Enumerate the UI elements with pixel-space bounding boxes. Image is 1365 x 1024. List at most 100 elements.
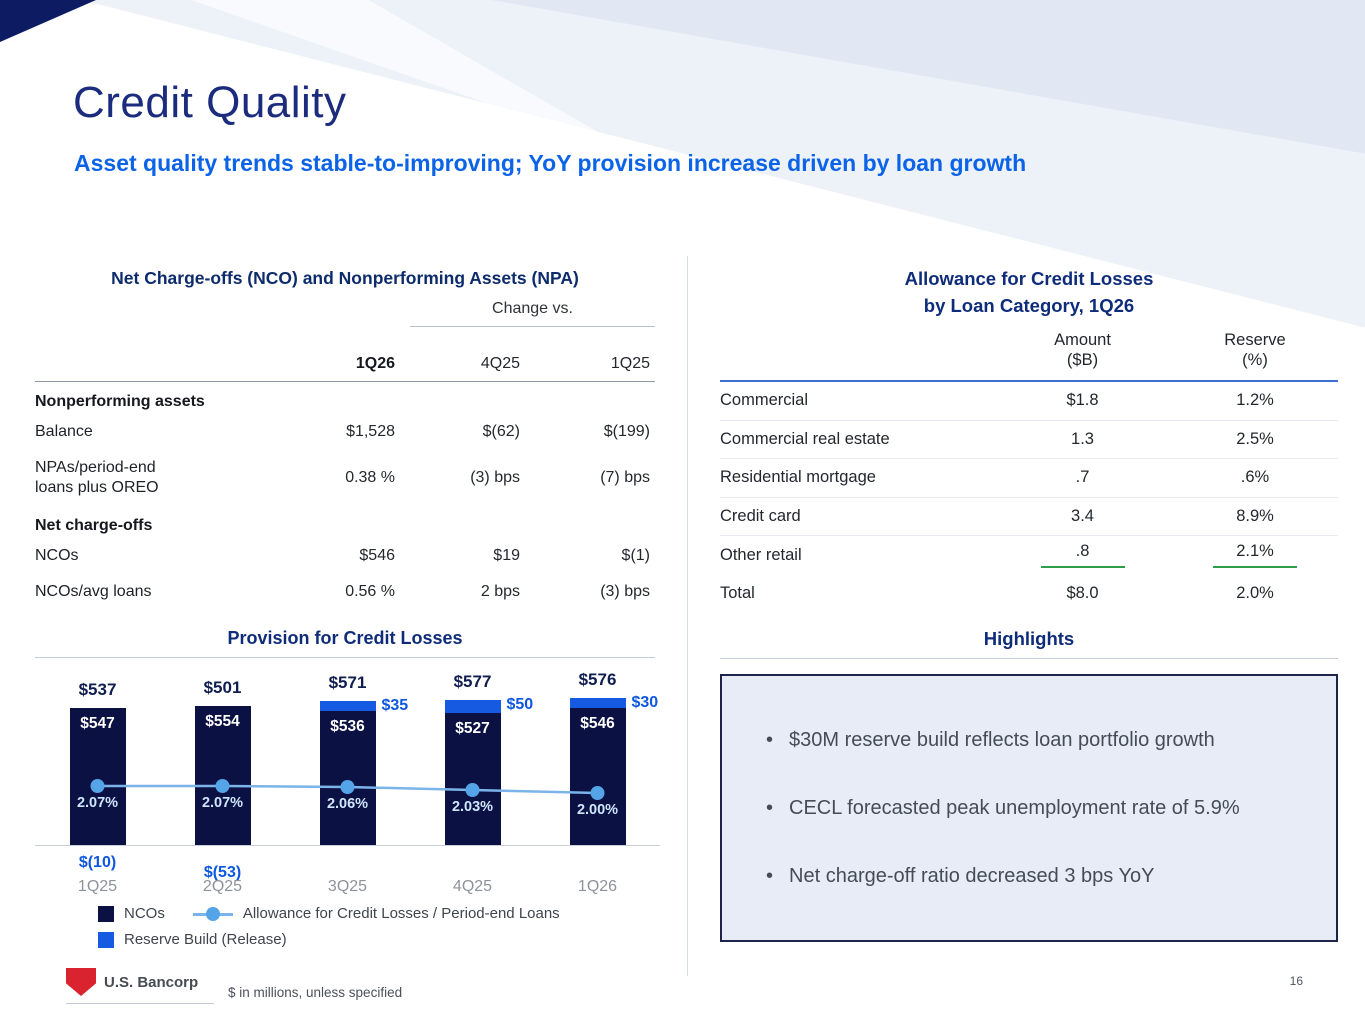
nco-data-row: NPAs/period-end loans plus OREO 0.38 % (3) … xyxy=(35,450,655,506)
cell-value: $(62) xyxy=(482,423,520,440)
row-label: Balance xyxy=(35,423,93,440)
cell-value: 0.38 % xyxy=(345,469,395,486)
bullet-text: CECL forecasted peak unemployment rate o… xyxy=(789,797,1240,819)
cell-value: $19 xyxy=(493,547,520,564)
provision-chart: $(10) $537 $547 2.07% 1Q25 $(53) $501 $554 2.07%… xyxy=(35,660,660,895)
cell-value: (3) bps xyxy=(470,469,520,486)
nco-bar-label: $527 xyxy=(455,720,490,737)
highlights-title: Highlights xyxy=(720,628,1338,659)
cell-value: $(199) xyxy=(603,423,650,440)
reserve-build-label: $30 xyxy=(631,694,659,711)
cell-amount: .8 xyxy=(990,542,1175,569)
page-number: 16 xyxy=(1289,974,1303,988)
highlight-bullet: • $30M reserve build reflects loan portfo… xyxy=(766,728,1306,752)
row-label: Residential mortgage xyxy=(720,468,876,487)
nco-data-row: NCOs $546 $19 $(1) xyxy=(35,538,655,574)
acl-col-header: Reserve (%) xyxy=(1224,330,1286,370)
highlight-bullet: • Net charge-off ratio decreased 3 bps Yo… xyxy=(766,864,1306,888)
cell-value: 0.56 % xyxy=(345,583,395,600)
row-label: Credit card xyxy=(720,506,801,525)
acl-ratio-label: 2.07% xyxy=(76,795,119,811)
acl-title-line1: Allowance for Credit Losses xyxy=(904,268,1154,289)
cell-amount: .7 xyxy=(1075,468,1090,487)
cell-value: (3) bps xyxy=(600,583,650,600)
cell-reserve: .6% xyxy=(1240,468,1270,487)
acl-ratio-label: 2.06% xyxy=(326,796,369,812)
acl-ratio-label: 2.07% xyxy=(201,795,244,811)
acl-ratio-label: 2.00% xyxy=(576,802,619,818)
cell-value: $546 xyxy=(359,547,395,564)
nco-bar xyxy=(319,711,376,845)
highlights-box: • $30M reserve build reflects loan portfo… xyxy=(720,674,1338,942)
acl-table: Amount ($B) Reserve (%) Commercial $1.8 1.2% Co… xyxy=(720,328,1338,613)
brand-logo: U.S. Bancorp xyxy=(66,968,214,1004)
nco-bar-label: $546 xyxy=(580,715,615,732)
legend-label: Reserve Build (Release) xyxy=(124,931,287,948)
nco-col-header: 4Q25 xyxy=(480,355,520,372)
acl-col-header: Amount ($B) xyxy=(1054,330,1111,370)
highlight-bullet: • CECL forecasted peak unemployment rate … xyxy=(766,796,1306,820)
category-label: 1Q26 xyxy=(577,878,618,895)
cell-reserve: 8.9% xyxy=(1236,506,1274,525)
row-label: NCOs xyxy=(35,547,79,564)
nco-bar xyxy=(444,713,501,845)
cell-value: (7) bps xyxy=(600,469,650,486)
acl-data-row: Credit card 3.4 8.9% xyxy=(720,498,1338,536)
cell-value: $(1) xyxy=(621,547,650,564)
corner-triangle-decoration xyxy=(0,0,96,42)
usbancorp-shield-icon xyxy=(66,968,96,996)
nco-col-header: 1Q26 xyxy=(355,355,395,372)
legend-item: Reserve Build (Release) xyxy=(98,931,287,948)
row-label: Net charge-offs xyxy=(35,517,153,534)
cell-amount: $8.0 xyxy=(1066,584,1099,603)
reserve-release-label: $(10) xyxy=(78,854,117,871)
chart-baseline xyxy=(35,845,660,846)
bullet-text: Net charge-off ratio decreased 3 bps YoY xyxy=(789,865,1155,887)
category-label: 3Q25 xyxy=(327,878,368,895)
cell-amount: 3.4 xyxy=(1071,506,1094,525)
square-marker-icon xyxy=(98,905,114,922)
nco-section-row: Nonperforming assets xyxy=(35,382,655,414)
cell-reserve: 2.0% xyxy=(1236,584,1274,603)
line-marker-icon xyxy=(192,906,233,921)
cell-reserve: 1.2% xyxy=(1236,391,1274,410)
legend-row: Reserve Build (Release) xyxy=(98,931,560,948)
acl-header-row: Amount ($B) Reserve (%) xyxy=(720,328,1338,382)
row-label: Other retail xyxy=(720,545,802,564)
bullet-icon: • xyxy=(766,865,774,887)
category-label: 2Q25 xyxy=(202,878,243,895)
acl-table-title: Allowance for Credit Losses by Loan Cate… xyxy=(720,266,1338,320)
nco-bar xyxy=(569,708,626,845)
square-marker-icon xyxy=(98,931,114,948)
nco-table-title: Net Charge-offs (NCO) and Nonperforming … xyxy=(111,268,579,288)
reserve-build-bar xyxy=(444,700,501,713)
cell-value: 2 bps xyxy=(480,583,520,600)
row-label: Commercial real estate xyxy=(720,429,890,448)
nco-bar xyxy=(194,706,251,845)
legend-label: NCOs xyxy=(124,905,165,922)
acl-ratio-label: 2.03% xyxy=(451,799,494,815)
row-label: Nonperforming assets xyxy=(35,393,205,410)
cell-reserve: 2.1% xyxy=(1175,542,1335,569)
nco-table: 1Q26 4Q25 1Q25 Nonperforming assets Balance $… xyxy=(35,344,655,610)
legend-item: NCOs xyxy=(98,905,165,922)
cell-amount: $1.8 xyxy=(1066,391,1099,410)
nco-bar-label: $547 xyxy=(80,715,115,732)
acl-data-row: Commercial real estate 1.3 2.5% xyxy=(720,421,1338,459)
nco-bar-label: $536 xyxy=(330,718,365,735)
acl-data-row: Residential mortgage .7 .6% xyxy=(720,459,1338,498)
row-label: NCOs/avg loans xyxy=(35,583,152,600)
cell-amount: 1.3 xyxy=(1071,429,1094,448)
acl-data-row: Total $8.0 2.0% xyxy=(720,575,1338,614)
bullet-icon: • xyxy=(766,729,774,751)
acl-data-row: Commercial $1.8 1.2% xyxy=(720,382,1338,421)
category-label: 1Q25 xyxy=(77,878,118,895)
provision-total-label: $501 xyxy=(203,678,242,697)
legend-row: NCOs Allowance for Credit Losses / Period… xyxy=(98,905,560,922)
provision-total-label: $576 xyxy=(578,670,617,689)
chart-legend: NCOs Allowance for Credit Losses / Period… xyxy=(98,905,560,948)
row-label: NPAs/period-end loans plus OREO xyxy=(35,459,159,496)
page-subtitle: Asset quality trends stable-to-improving… xyxy=(74,150,1027,176)
legend-label: Allowance for Credit Losses / Period-end… xyxy=(242,905,560,922)
cell-value: $1,528 xyxy=(346,423,395,440)
